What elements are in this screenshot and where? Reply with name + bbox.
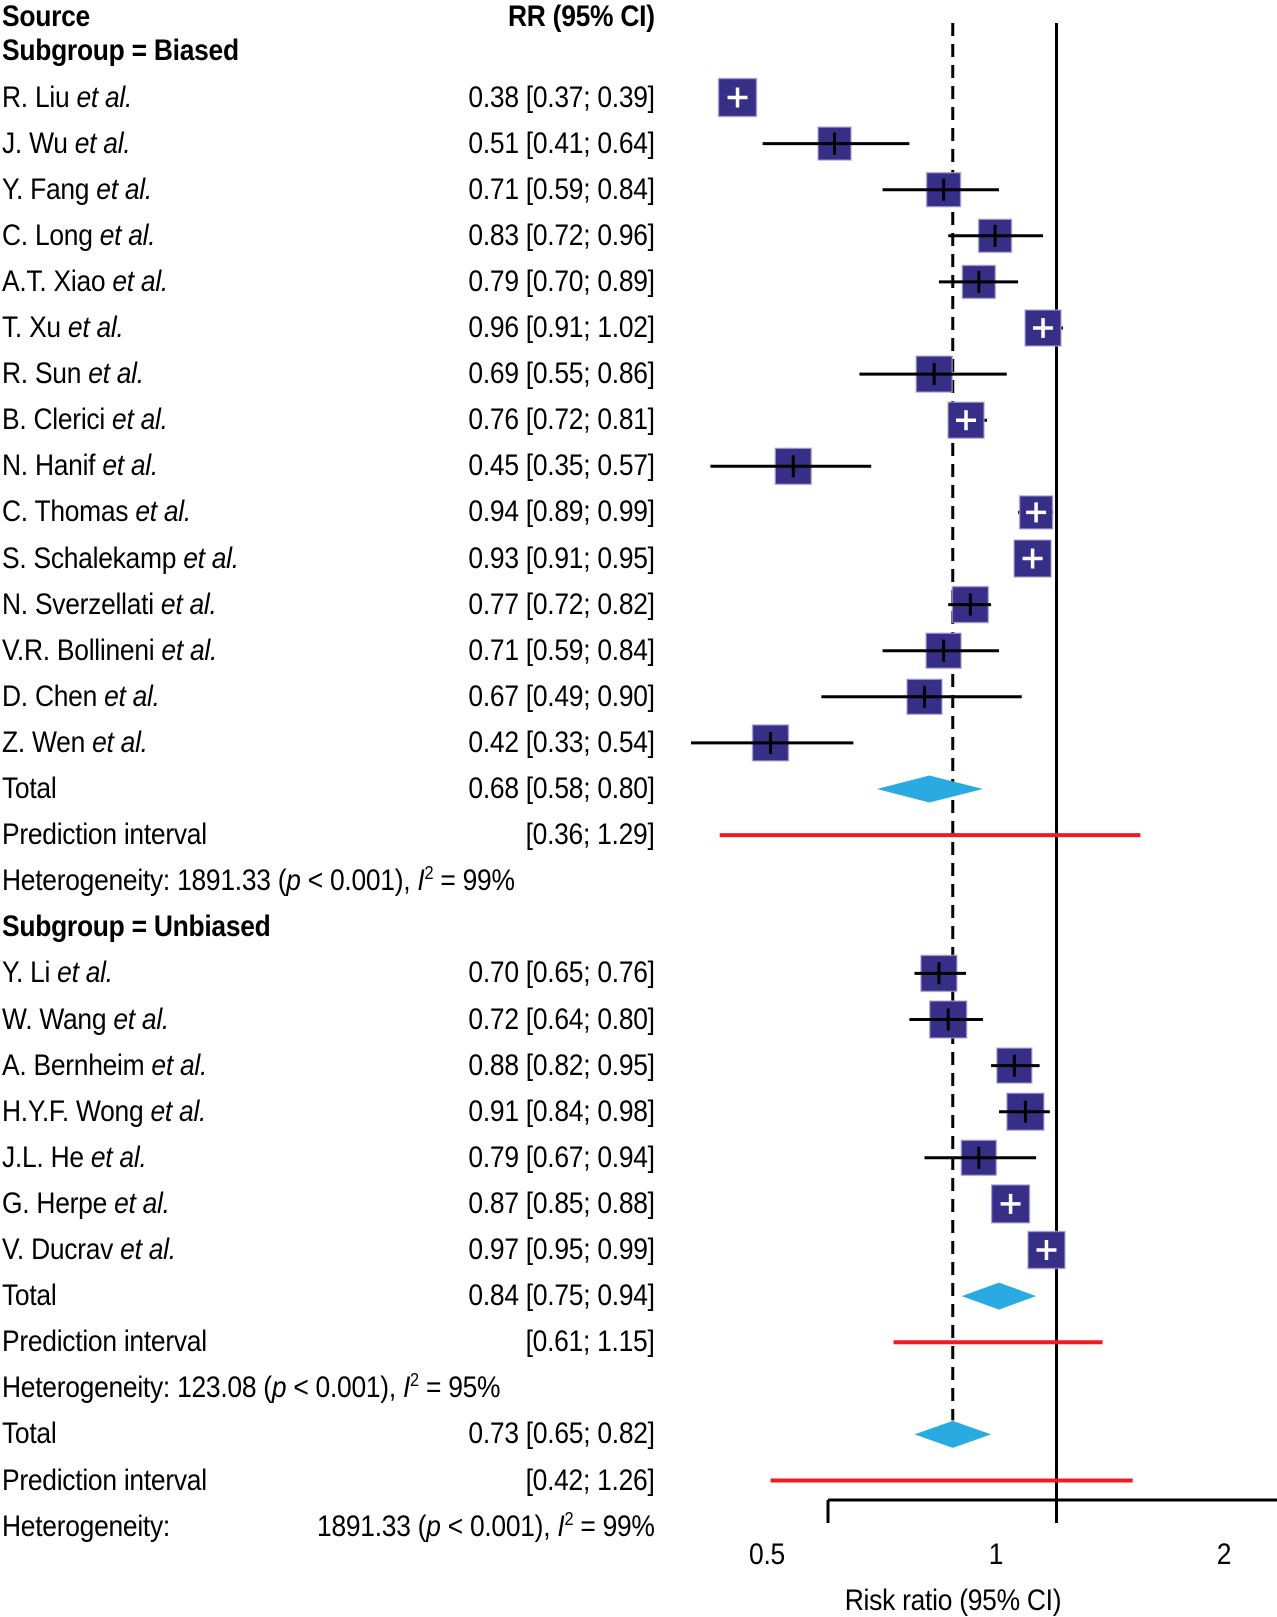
study-rr-value: 0.51 [0.41; 0.64]	[468, 126, 656, 160]
subgroup-header: Subgroup = Unbiased	[2, 910, 271, 944]
study-rr-value: 0.77 [0.72; 0.82]	[468, 587, 656, 621]
heterogeneity-value: 1891.33 (p < 0.001), I2 = 99%	[317, 1507, 655, 1543]
subgroup-header: Subgroup = Biased	[2, 34, 239, 68]
study-label: D. Chen et al.	[2, 679, 160, 713]
prediction-interval-label: Prediction interval	[2, 818, 207, 852]
total-label: Total	[2, 772, 57, 805]
study-label: G. Herpe et al.	[2, 1186, 170, 1220]
study-label: H.Y.F. Wong et al.	[2, 1094, 207, 1128]
prediction-interval-label: Prediction interval	[2, 1325, 207, 1359]
study-label: N. Sverzellati et al.	[2, 587, 217, 621]
study-label: Z. Wen et al.	[2, 725, 148, 759]
study-rr-value: 0.96 [0.91; 1.02]	[468, 311, 656, 344]
total-diamond	[876, 775, 983, 803]
study-label: C. Long et al.	[2, 218, 156, 252]
study-rr-value: 0.97 [0.95; 0.99]	[468, 1233, 656, 1266]
total-label: Total	[2, 1417, 57, 1451]
study-rr-value: 0.71 [0.59; 0.84]	[468, 633, 656, 667]
study-label: V.R. Bollineni et al.	[2, 633, 218, 667]
study-rr-value: 0.91 [0.84; 0.98]	[468, 1094, 656, 1128]
study-rr-value: 0.72 [0.64; 0.80]	[468, 1002, 656, 1036]
study-label: B. Clerici et al.	[2, 403, 168, 437]
study-rr-value: 0.79 [0.67; 0.94]	[468, 1140, 656, 1174]
total-diamond	[961, 1282, 1037, 1310]
x-axis-tick-label: 1	[988, 1538, 1003, 1571]
study-rr-value: 0.93 [0.91; 0.95]	[468, 541, 656, 575]
total-label: Total	[2, 1279, 57, 1313]
heterogeneity-text: Heterogeneity: 123.08 (p < 0.001), I2 = …	[2, 1369, 501, 1405]
prediction-interval-value: [0.61; 1.15]	[526, 1325, 655, 1359]
study-rr-value: 0.45 [0.35; 0.57]	[468, 449, 656, 483]
study-label: V. Ducrav et al.	[2, 1233, 176, 1266]
study-label: W. Wang et al.	[2, 1002, 170, 1036]
study-rr-value: 0.83 [0.72; 0.96]	[468, 218, 656, 252]
total-rr-value: 0.84 [0.75; 0.94]	[468, 1279, 656, 1313]
prediction-interval-label: Prediction interval	[2, 1463, 207, 1497]
heterogeneity-label: Heterogeneity:	[2, 1509, 171, 1543]
study-label: Y. Fang et al.	[2, 172, 152, 206]
study-label: T. Xu et al.	[2, 311, 124, 344]
rr-column-header: RR (95% CI)	[508, 0, 655, 33]
study-label: A.T. Xiao et al.	[2, 264, 169, 298]
study-label: Y. Li et al.	[2, 956, 113, 990]
study-rr-value: 0.79 [0.70; 0.89]	[468, 264, 656, 298]
x-axis-tick-label: 2	[1216, 1538, 1232, 1571]
study-label: R. Liu et al.	[2, 80, 133, 114]
total-rr-value: 0.73 [0.65; 0.82]	[468, 1417, 656, 1451]
study-rr-value: 0.42 [0.33; 0.54]	[468, 725, 656, 759]
study-rr-value: 0.71 [0.59; 0.84]	[468, 172, 656, 206]
total-diamond	[914, 1420, 992, 1448]
x-axis-tick-label: 0.5	[749, 1538, 785, 1571]
study-label: N. Hanif et al.	[2, 449, 158, 483]
study-rr-value: 0.76 [0.72; 0.81]	[468, 403, 656, 437]
total-rr-value: 0.68 [0.58; 0.80]	[468, 772, 656, 805]
heterogeneity-text: Heterogeneity: 1891.33 (p < 0.001), I2 =…	[2, 862, 515, 898]
study-rr-value: 0.67 [0.49; 0.90]	[468, 679, 656, 713]
source-column-header: Source	[2, 0, 90, 33]
x-axis-title: Risk ratio (95% CI)	[844, 1584, 1062, 1617]
study-label: C. Thomas et al.	[2, 495, 191, 529]
prediction-interval-value: [0.36; 1.29]	[526, 818, 655, 852]
study-rr-value: 0.88 [0.82; 0.95]	[468, 1048, 656, 1082]
study-rr-value: 0.70 [0.65; 0.76]	[468, 956, 656, 990]
prediction-interval-value: [0.42; 1.26]	[526, 1463, 655, 1497]
study-rr-value: 0.94 [0.89; 0.99]	[468, 495, 656, 529]
forest-square	[1018, 495, 1054, 530]
study-rr-value: 0.38 [0.37; 0.39]	[468, 80, 656, 114]
study-label: J. Wu et al.	[2, 126, 131, 160]
study-rr-value: 0.87 [0.85; 0.88]	[468, 1186, 656, 1220]
study-rr-value: 0.69 [0.55; 0.86]	[468, 357, 656, 391]
study-label: J.L. He et al.	[2, 1140, 147, 1174]
study-label: S. Schalekamp et al.	[2, 541, 239, 575]
study-label: R. Sun et al.	[2, 357, 144, 391]
forest-square	[717, 77, 758, 118]
study-label: A. Bernheim et al.	[2, 1048, 208, 1082]
